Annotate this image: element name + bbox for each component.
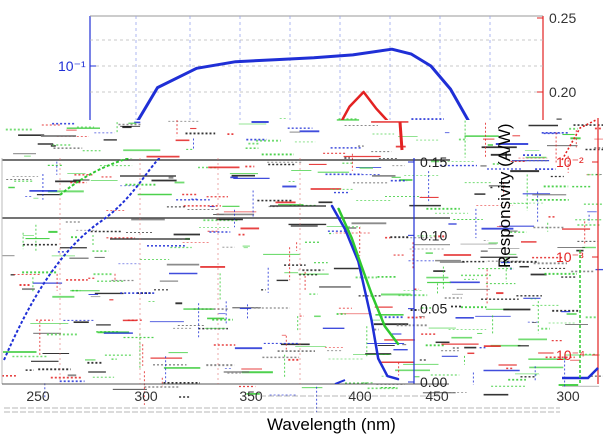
top-series-layer bbox=[136, 47, 470, 120]
series-fragment-far-red bbox=[561, 119, 597, 161]
series-line-1 bbox=[340, 90, 389, 120]
y-tick-label-bottom-right: 0.05 bbox=[420, 301, 447, 317]
y-tick-label-top-left: 10⁻¹ bbox=[58, 58, 86, 74]
bottom-series-layer bbox=[3, 158, 400, 384]
y-tick-label-bottom-right: 0.15 bbox=[420, 154, 447, 170]
series-fragment-blue-base bbox=[334, 379, 346, 384]
x-tick-label-far: 300 bbox=[556, 388, 580, 404]
y-tick-label-bottom-right: 0.10 bbox=[420, 227, 447, 243]
series-fragment-blue bbox=[3, 158, 161, 361]
bottom-panel: 0.00 0.05 0.10 0.15 bbox=[1, 154, 449, 390]
far-right-panel: 10⁻² 10⁻³ 10⁻⁴ bbox=[556, 118, 599, 384]
y-tick-label-far-right: 10⁻² bbox=[556, 154, 584, 170]
series-fragment-red bbox=[398, 121, 404, 151]
y-tick-label-far-right: 10⁻⁴ bbox=[556, 347, 585, 363]
x-tick-label: 350 bbox=[239, 388, 263, 404]
x-tick-label: 250 bbox=[26, 388, 50, 404]
y-axis-label-right: Responsivity (A/W) bbox=[495, 123, 514, 268]
x-tick-label: 300 bbox=[134, 388, 158, 404]
top-grid bbox=[90, 16, 543, 120]
series-fragment-far-blue bbox=[562, 367, 599, 380]
y-tick-label-far-right: 10⁻³ bbox=[556, 249, 584, 265]
x-axis-label: Wavelength (nm) bbox=[267, 415, 396, 434]
bottom-grid bbox=[59, 158, 301, 384]
y-tick-label-top-right: 0.25 bbox=[549, 10, 576, 26]
y-tick-label-top-right: 0.20 bbox=[549, 84, 576, 100]
x-tick-labels: 250 300 350 400 450 300 bbox=[4, 388, 580, 413]
far-series-layer bbox=[398, 119, 599, 384]
series-line-2 bbox=[330, 204, 400, 381]
series-fragment-green bbox=[59, 158, 133, 196]
bottom-ticks: 0.00 0.05 0.10 0.15 bbox=[408, 154, 447, 390]
series-line-0 bbox=[136, 47, 470, 120]
top-panel: 10⁻¹ 0.20 0.25 bbox=[58, 10, 576, 120]
series-line-3 bbox=[337, 207, 400, 346]
top-ticks: 10⁻¹ 0.20 0.25 bbox=[58, 10, 576, 100]
y-tick-label-bottom-right: 0.00 bbox=[420, 374, 447, 390]
far-right-ticks: 10⁻² 10⁻³ 10⁻⁴ bbox=[556, 154, 598, 363]
